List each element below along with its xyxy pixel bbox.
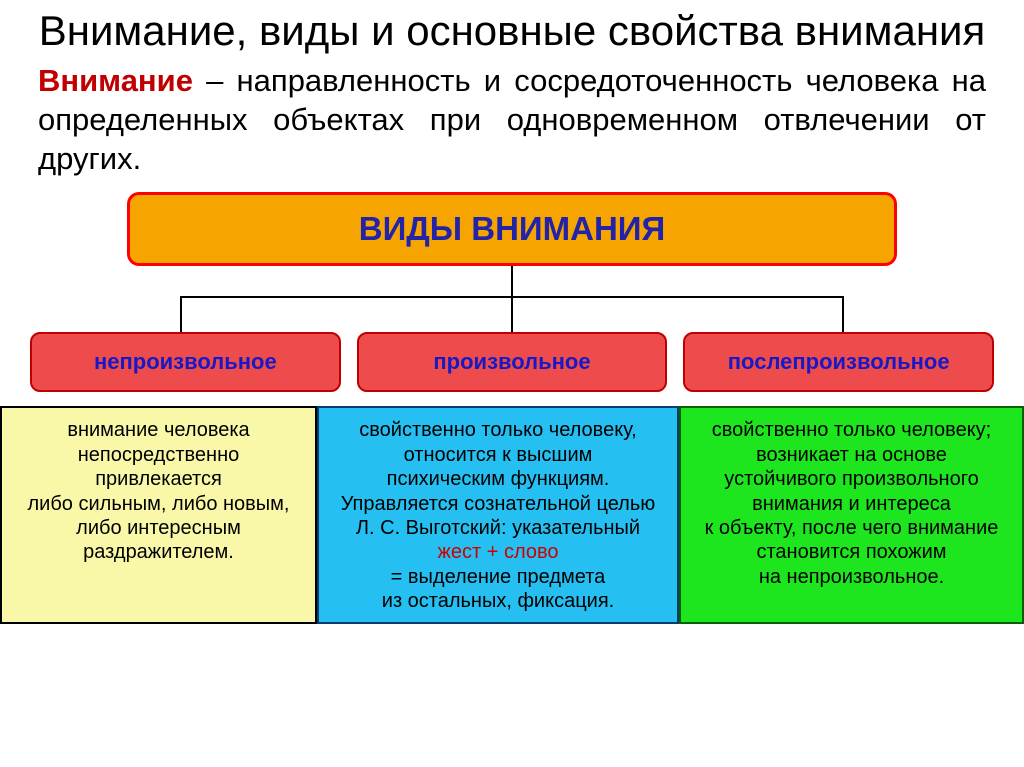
- description-line: внимания и интереса: [752, 492, 951, 516]
- main-category-label: ВИДЫ ВНИМАНИЯ: [359, 210, 666, 248]
- subcategory-row: непроизвольное произвольное послепроизво…: [0, 332, 1024, 392]
- description-line: Управляется сознательной целью: [341, 492, 656, 516]
- connector-drop-1: [180, 296, 182, 332]
- connector-area: [0, 266, 1024, 332]
- description-line: психическим функциям.: [387, 467, 610, 491]
- description-line: на непроизвольное.: [759, 565, 944, 589]
- description-line: возникает на основе: [756, 443, 947, 467]
- description-line: внимание человека: [67, 418, 249, 442]
- description-line: раздражителем.: [83, 540, 234, 564]
- description-box-2: свойственно только человеку,относится к …: [317, 406, 679, 624]
- description-row: внимание человеканепосредственнопривлека…: [0, 406, 1024, 624]
- definition-term: Внимание: [38, 63, 193, 98]
- description-box-3: свойственно только человеку;возникает на…: [679, 406, 1024, 624]
- definition-paragraph: Внимание – направленность и сосредоточен…: [0, 58, 1024, 192]
- subcategory-box-3: послепроизвольное: [683, 332, 994, 392]
- description-line: = выделение предмета: [391, 565, 606, 589]
- description-line: привлекается: [95, 467, 222, 491]
- description-line: либо интересным: [76, 516, 241, 540]
- connector-drop-3: [842, 296, 844, 332]
- description-line: становится похожим: [756, 540, 946, 564]
- description-line: свойственно только человеку;: [712, 418, 991, 442]
- description-line: непосредственно: [78, 443, 240, 467]
- description-box-1: внимание человеканепосредственнопривлека…: [0, 406, 317, 624]
- subcategory-label-1: непроизвольное: [94, 349, 277, 375]
- description-line: к объекту, после чего внимание: [705, 516, 999, 540]
- connector-vertical: [511, 266, 513, 296]
- connector-drop-2: [511, 296, 513, 332]
- description-line: либо сильным, либо новым,: [28, 492, 290, 516]
- main-category-box: ВИДЫ ВНИМАНИЯ: [127, 192, 897, 266]
- subcategory-label-3: послепроизвольное: [728, 349, 950, 375]
- page-title: Внимание, виды и основные свойства внима…: [0, 0, 1024, 58]
- subcategory-label-2: произвольное: [433, 349, 590, 375]
- subcategory-box-1: непроизвольное: [30, 332, 341, 392]
- description-line: жест + слово: [438, 540, 559, 564]
- subcategory-box-2: произвольное: [357, 332, 668, 392]
- description-line: из остальных, фиксация.: [382, 589, 614, 613]
- description-line: устойчивого произвольного: [724, 467, 978, 491]
- description-line: Л. С. Выготский: указательный: [356, 516, 640, 540]
- description-line: свойственно только человеку,: [359, 418, 636, 442]
- description-line: относится к высшим: [404, 443, 593, 467]
